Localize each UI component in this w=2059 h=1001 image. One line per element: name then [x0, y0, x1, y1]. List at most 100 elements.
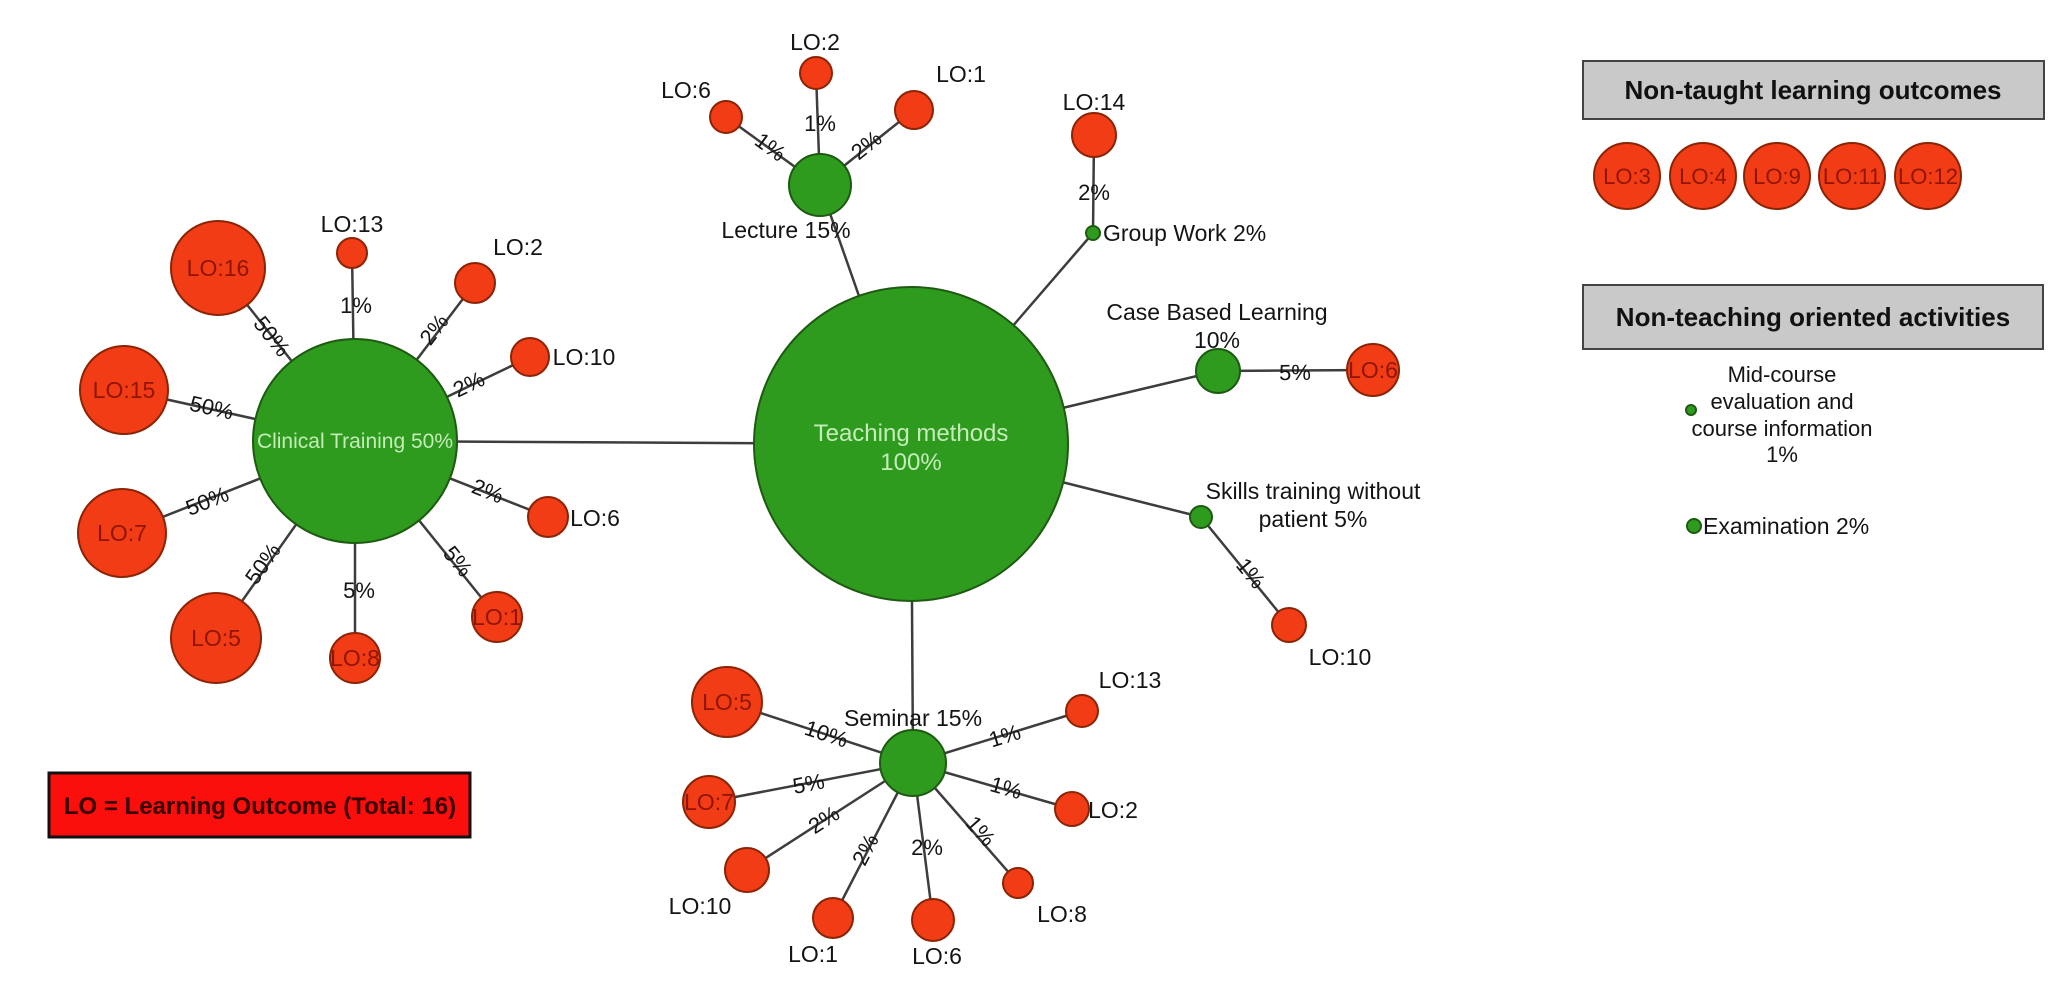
midcourse-dot-circle [1685, 404, 1697, 416]
edge-label-seminar-sem-lo2: 1% [987, 771, 1024, 804]
edge-skills-training-st-lo10 [1200, 516, 1290, 626]
teaching-methods-label: Teaching methods 100% [814, 420, 1009, 476]
st-lo10-label: LO:10 [1309, 644, 1372, 670]
group-work-circle [1085, 225, 1101, 241]
edge-label-case-based-learning-cbl-lo6: 5% [1279, 360, 1311, 385]
ct-lo5-label: LO:5 [191, 625, 241, 651]
skills-training-label: Skills training without patient 5% [1206, 478, 1421, 532]
ct-lo6-label: LO:6 [570, 505, 620, 531]
ct-lo2-circle [454, 262, 496, 304]
edge-label-clinical-training-ct-lo6: 2% [468, 474, 507, 509]
ct-lo2-label: LO:2 [493, 234, 543, 260]
case-based-learning-label: Case Based Learning 10% [1106, 299, 1327, 353]
teaching-methods-circle [753, 286, 1069, 602]
examination-dot-circle [1686, 518, 1702, 534]
case-based-learning-label-line-0: Case Based Learning [1106, 299, 1327, 325]
ct-lo15-label: LO:15 [93, 377, 156, 403]
ct-lo15-circle [79, 345, 169, 435]
edge-label-seminar-sem-lo8: 1% [961, 811, 1001, 851]
seminar-label: Seminar 15% [844, 705, 982, 731]
edge-label-clinical-training-ct-lo13: 1% [340, 293, 372, 318]
skills-training-label-line-1: patient 5% [1259, 506, 1368, 532]
sem-lo5-circle [691, 666, 763, 738]
ct-lo10-circle [510, 337, 550, 377]
midcourse-evaluation-label-line-2: course information [1692, 416, 1873, 441]
skills-training-circle [1189, 505, 1213, 529]
lec-lo6-label: LO:6 [661, 77, 711, 103]
nt-lo12-circle [1894, 142, 1962, 210]
sem-lo1-label: LO:1 [788, 941, 838, 967]
group-work-label: Group Work 2% [1103, 220, 1266, 246]
cbl-lo6-circle [1346, 343, 1400, 397]
teaching-methods-label-line-1: 100% [880, 449, 941, 476]
nt-lo12-label: LO:12 [1898, 164, 1958, 189]
case-based-learning-label-line-1: 10% [1194, 327, 1240, 353]
lec-lo2-circle [799, 56, 833, 90]
ct-lo13-label: LO:13 [321, 211, 384, 237]
edge-label-seminar-sem-lo10: 2% [804, 801, 844, 839]
edge-label-lecture-lec-lo2: 1% [804, 111, 836, 136]
skills-training-label-line-0: Skills training without [1206, 478, 1421, 504]
midcourse-evaluation-label-line-3: 1% [1766, 442, 1798, 467]
ct-lo5-circle [170, 592, 262, 684]
lecture-label: Lecture 15% [721, 217, 850, 243]
seminar-circle [879, 729, 947, 797]
nontaught-header-box [1582, 60, 2045, 120]
edge-label-clinical-training-ct-lo15: 50% [187, 391, 235, 425]
lec-lo6-circle [709, 100, 743, 134]
activities-header-box [1582, 284, 2044, 350]
nt-lo3-label: LO:3 [1603, 164, 1651, 189]
sem-lo13-label: LO:13 [1099, 667, 1162, 693]
nt-lo11-circle [1818, 142, 1886, 210]
ct-lo1-label: LO:1 [472, 604, 522, 630]
lo-note-box [47, 771, 472, 839]
ct-lo7-label: LO:7 [97, 520, 147, 546]
clinical-training-circle [252, 338, 458, 544]
edge-label-seminar-sem-lo6: 2% [911, 835, 943, 860]
edge-label-clinical-training-ct-lo8: 5% [343, 578, 375, 603]
lecture-circle [788, 153, 852, 217]
midcourse-evaluation-label-line-0: Mid-course [1728, 362, 1837, 387]
edge-label-clinical-training-ct-lo5: 50% [240, 538, 286, 588]
ct-lo7-circle [77, 488, 167, 578]
ct-lo6-circle [527, 496, 569, 538]
sem-lo2-label: LO:2 [1088, 797, 1138, 823]
lec-lo1-circle [894, 90, 934, 130]
sem-lo10-label: LO:10 [669, 893, 732, 919]
edge-label-seminar-sem-lo13: 1% [986, 719, 1024, 752]
activities-header-label: Non-teaching oriented activities [1616, 302, 2010, 332]
edge-label-seminar-sem-lo1: 2% [847, 830, 884, 870]
midcourse-evaluation-label: Mid-course evaluation and course informati… [1692, 362, 1873, 467]
edge-seminar-sem-lo7 [708, 761, 914, 804]
sem-lo10-circle [724, 847, 770, 893]
ct-lo13-circle [336, 237, 368, 269]
edge-label-clinical-training-ct-lo10: 2% [449, 366, 488, 402]
edge-label-seminar-sem-lo7: 5% [791, 768, 827, 799]
nt-lo11-label: LO:11 [1823, 164, 1881, 189]
nontaught-header-label: Non-taught learning outcomes [1625, 75, 2002, 105]
sem-lo2-circle [1054, 791, 1090, 827]
lo-note-label: LO = Learning Outcome (Total: 16) [64, 793, 456, 820]
nt-lo9-label: LO:9 [1753, 164, 1801, 189]
nt-lo3-circle [1593, 142, 1661, 210]
ct-lo10-label: LO:10 [553, 344, 616, 370]
teaching-methods-label-line-0: Teaching methods [814, 420, 1009, 447]
sem-lo6-label: LO:6 [912, 943, 962, 969]
st-lo10-circle [1271, 607, 1307, 643]
midcourse-evaluation-label-line-1: evaluation and [1710, 389, 1853, 414]
sem-lo6-circle [911, 898, 955, 942]
sem-lo8-circle [1002, 867, 1034, 899]
sem-lo8-label: LO:8 [1037, 901, 1087, 927]
lec-lo1-label: LO:1 [936, 61, 986, 87]
ct-lo16-label: LO:16 [187, 255, 250, 281]
case-based-learning-circle [1195, 348, 1241, 394]
ct-lo16-circle [170, 220, 266, 316]
edge-label-clinical-training-ct-lo7: 50% [182, 481, 232, 520]
edge-label-group-work-gw-lo14: 2% [1078, 180, 1110, 205]
sem-lo13-circle [1065, 694, 1099, 728]
edge-label-clinical-training-ct-lo1: 5% [438, 541, 477, 581]
examination-dot-label: Examination 2% [1703, 513, 1869, 539]
clinical-training-label: Clinical Training 50% [257, 430, 453, 453]
